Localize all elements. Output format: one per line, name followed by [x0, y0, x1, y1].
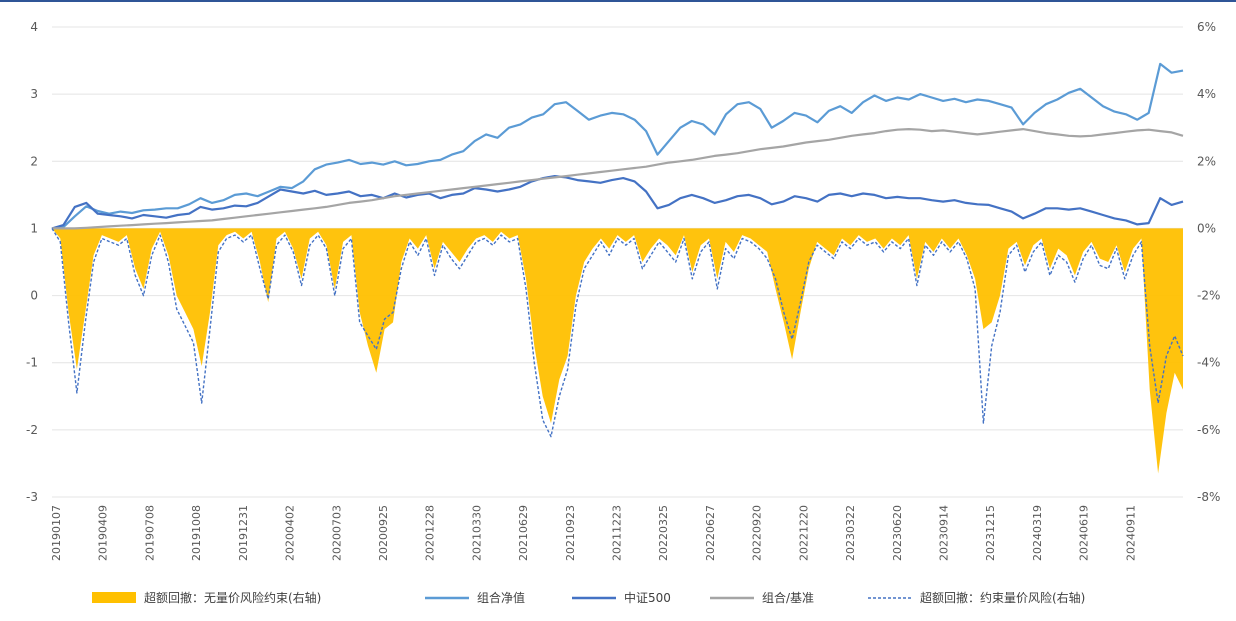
x-axis-tick: 20190107 [50, 505, 63, 561]
x-axis-tick: 20240911 [1124, 505, 1137, 561]
legend-label: 超额回撤：无量价风险约束(右轴) [144, 590, 321, 605]
x-axis-tick: 20220627 [704, 505, 717, 561]
x-axis-tick: 20240319 [1031, 505, 1044, 561]
x-axis-tick: 20191008 [190, 505, 203, 561]
line-series-layer [51, 62, 1184, 438]
x-axis-tick: 20220325 [657, 505, 670, 561]
right-axis: 6% 4% 2% 0% -2% -4% -6% -8% [1197, 20, 1220, 504]
right-axis-tick: 6% [1197, 20, 1216, 34]
area-series-layer [52, 228, 1183, 474]
right-axis-tick: -4% [1197, 356, 1220, 370]
x-axis-tick: 20191231 [237, 505, 250, 561]
right-axis-tick: -8% [1197, 490, 1220, 504]
x-axis-tick: 20210330 [470, 505, 483, 561]
legend-label: 组合净值 [477, 590, 525, 605]
x-axis-tick: 20210923 [564, 505, 577, 561]
x-axis-tick: 20200703 [330, 505, 343, 561]
left-axis-tick: -1 [26, 356, 38, 370]
x-axis-tick: 20230620 [891, 505, 904, 561]
grid-lines [52, 26, 1183, 498]
line-series-2 [51, 175, 1184, 230]
left-axis-tick: 2 [30, 154, 38, 168]
left-axis-tick: 3 [30, 87, 38, 101]
legend-label: 超额回撤：约束量价风险(右轴) [920, 590, 1085, 605]
x-axis-tick: 20200925 [377, 505, 390, 561]
x-axis-tick: 20221220 [797, 505, 810, 561]
left-axis-tick: 4 [30, 20, 38, 34]
x-axis-tick: 20200402 [284, 505, 297, 561]
line-series-1 [51, 62, 1184, 230]
legend: 超额回撤：无量价风险约束(右轴) 组合净值 中证500 组合/基准 超额回撤：约束量价风… [92, 590, 1085, 605]
x-axis-tick: 20201228 [424, 505, 437, 561]
x-axis-tick: 20230322 [844, 505, 857, 561]
x-axis-tick: 20211223 [611, 505, 624, 561]
right-axis-tick: 2% [1197, 154, 1216, 168]
x-axis-tick: 20210629 [517, 505, 530, 561]
right-axis-tick: -6% [1197, 423, 1220, 437]
x-axis-tick: 20231215 [984, 505, 997, 561]
right-axis-tick: 0% [1197, 221, 1216, 235]
left-axis-tick: 0 [30, 289, 38, 303]
legend-swatch-area [92, 592, 136, 603]
x-axis-tick: 20230914 [937, 505, 950, 561]
line-series-3 [52, 128, 1184, 230]
top-border-line [0, 0, 1236, 2]
legend-label: 中证500 [624, 590, 671, 605]
legend-label: 组合/基准 [762, 590, 814, 605]
left-axis-tick: -3 [26, 490, 38, 504]
area-series-excess-drawdown-unconstrained [52, 228, 1183, 474]
x-axis-tick: 20240619 [1078, 505, 1091, 561]
x-axis-tick: 20220920 [751, 505, 764, 561]
x-axis-tick: 20190708 [143, 505, 156, 561]
left-axis: 4 3 2 1 0 -1 -2 -3 [26, 20, 38, 504]
x-axis: 20190107 20190409 20190708 20191008 20191231… [50, 505, 1137, 561]
x-axis-tick: 20190409 [97, 505, 110, 561]
right-axis-tick: -2% [1197, 289, 1220, 303]
left-axis-tick: -2 [26, 423, 38, 437]
right-axis-tick: 4% [1197, 87, 1216, 101]
line-series-4 [51, 228, 1184, 438]
left-axis-tick: 1 [30, 221, 38, 235]
